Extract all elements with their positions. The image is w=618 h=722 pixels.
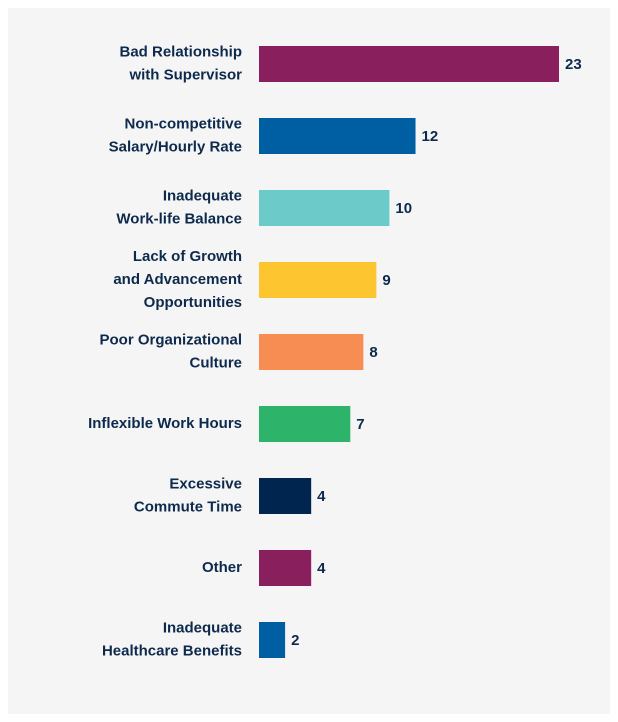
category-label: Lack of Growth and Advancement Opportuniti…: [113, 248, 242, 311]
category-label: Inadequate Healthcare Benefits: [102, 619, 242, 659]
category-label: Inflexible Work Hours: [88, 415, 242, 432]
value-label: 7: [356, 416, 364, 433]
value-label: 4: [317, 560, 326, 577]
category-label: Excessive Commute Time: [134, 475, 242, 515]
bar: [259, 406, 351, 442]
category-label: Other: [202, 559, 242, 576]
bar: [259, 334, 364, 370]
value-label: 4: [317, 488, 326, 505]
bar: [259, 550, 312, 586]
bar: [259, 622, 286, 658]
value-label: 2: [291, 632, 299, 649]
bar: [259, 478, 312, 514]
bar: [259, 118, 416, 154]
value-label: 23: [565, 56, 582, 73]
bar: [259, 46, 559, 82]
value-label: 8: [369, 344, 377, 361]
category-label: Bad Relationship with Supervisor: [119, 43, 242, 83]
category-label: Non-competitive Salary/Hourly Rate: [109, 115, 242, 155]
value-label: 10: [395, 200, 412, 217]
category-label: Inadequate Work-life Balance: [116, 187, 242, 227]
value-label: 12: [422, 128, 439, 145]
bar: [259, 190, 390, 226]
value-label: 9: [382, 272, 390, 289]
category-label: Poor Organizational Culture: [99, 331, 242, 371]
bar: [259, 262, 377, 298]
